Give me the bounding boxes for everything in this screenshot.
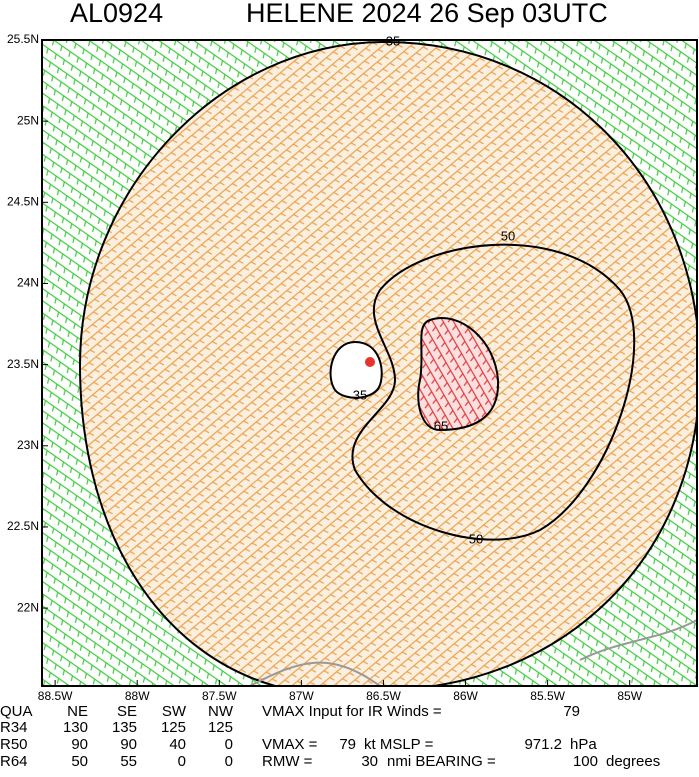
plot-frame: [41, 39, 698, 687]
y-tick-label: 22N: [17, 600, 39, 614]
storm-center: [365, 357, 375, 367]
x-tick-label: 88W: [125, 689, 150, 703]
contour-label: 50: [469, 531, 483, 546]
eye-contour: [329, 340, 383, 399]
contour-34kt: [78, 40, 697, 686]
y-tick-label: 25N: [17, 113, 39, 127]
coastline: [249, 619, 697, 686]
table-header: SW: [162, 703, 187, 720]
table-header: SE: [117, 703, 137, 720]
info-value: 971.2: [524, 736, 562, 753]
contour-label: 35: [353, 387, 367, 402]
x-tick-label: 86.5W: [366, 689, 401, 703]
x-tick-label: 85W: [617, 689, 642, 703]
map-area: [42, 40, 697, 686]
info-value: 79: [339, 736, 356, 753]
x-tick-label: 87.5W: [202, 689, 237, 703]
table-header: QUA: [0, 703, 33, 720]
storm-id: AL0924: [70, 0, 163, 28]
contour-50kt: [351, 243, 636, 541]
table-cell: 125: [161, 719, 186, 736]
info-label: nmi BEARING =: [387, 753, 496, 770]
table-cell: 90: [120, 736, 137, 753]
table-cell: 0: [225, 736, 233, 753]
info-label: kt MSLP =: [364, 736, 434, 753]
contour-label: 35: [386, 33, 400, 48]
table-cell: 0: [178, 753, 186, 770]
table-cell: 125: [208, 719, 233, 736]
title: HELENE 2024 26 Sep 03UTC: [246, 0, 608, 28]
info-value: 79: [563, 703, 580, 720]
intensity-info: VMAX Input for IR Winds = 79 VMAX = 79 k…: [262, 703, 660, 770]
table-cell: 50: [71, 753, 88, 770]
row-label: R64: [0, 753, 28, 770]
table-cell: 135: [112, 719, 137, 736]
contour-64kt: [417, 317, 500, 432]
info-label: hPa: [570, 736, 597, 753]
row-label: R34: [0, 719, 28, 736]
info-label: VMAX =: [262, 736, 318, 753]
table-cell: 0: [225, 753, 233, 770]
table-cell: 90: [71, 736, 88, 753]
y-tick-label: 25.5N: [7, 32, 39, 46]
row-label: R50: [0, 736, 28, 753]
x-tick-label: 86W: [453, 689, 478, 703]
table-cell: 40: [169, 736, 186, 753]
y-tick-label: 24N: [17, 276, 39, 290]
contour-label: 50: [501, 228, 515, 243]
table-header: NW: [208, 703, 234, 720]
info-label: VMAX Input for IR Winds =: [262, 703, 442, 720]
contour-label: 65: [434, 418, 448, 433]
info-value: 30: [361, 753, 378, 770]
y-tick-label: 23N: [17, 438, 39, 452]
table-cell: 130: [63, 719, 88, 736]
x-tick-label: 85.5W: [530, 689, 565, 703]
y-tick-label: 23.5N: [7, 357, 39, 371]
x-tick-label: 88.5W: [38, 689, 73, 703]
info-label: RMW =: [262, 753, 313, 770]
table-cell: 55: [120, 753, 137, 770]
table-header: NE: [67, 703, 88, 720]
y-tick-label: 22.5N: [7, 519, 39, 533]
info-label: degrees: [606, 753, 660, 770]
y-tick-label: 24.5N: [7, 194, 39, 208]
contour-labels: 35 50 50 65 35: [353, 33, 515, 546]
info-value: 100: [573, 753, 598, 770]
x-tick-label: 87W: [289, 689, 314, 703]
